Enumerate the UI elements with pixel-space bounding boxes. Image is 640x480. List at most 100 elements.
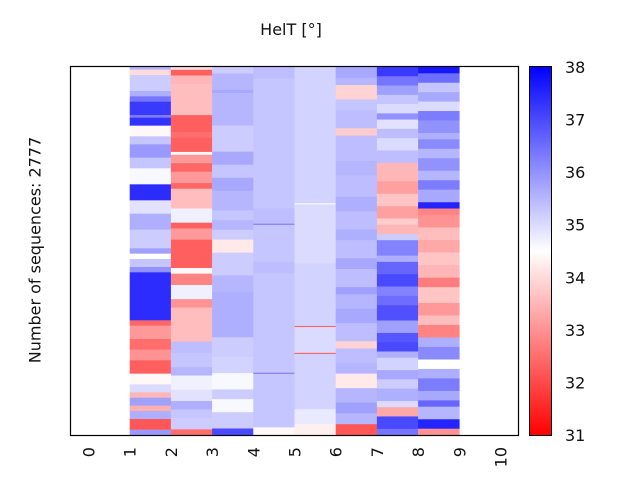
heatmap-cell [129,253,172,260]
heatmap-cell [212,252,254,276]
heatmap-cell [418,170,460,181]
x-tick-label: 6 [327,447,346,457]
heatmap-cell [418,378,460,392]
heatmap-cell [376,407,419,417]
x-tick-label: 0 [80,447,99,457]
heatmap-cell [212,177,254,192]
heatmap-cell [170,401,213,410]
heatmap-cell [376,224,419,235]
heatmap-cell [129,75,172,92]
heatmap-cell [376,181,419,195]
heatmap-cell [170,69,213,76]
heatmap-cell [212,373,254,390]
heatmap-cell [335,348,378,364]
heatmap-cell [376,138,419,151]
heatmap-cell [253,427,295,436]
heatmap-cell [418,227,460,241]
heatmap-cell [335,99,378,111]
heatmap-cell [212,164,254,179]
heatmap-cell [129,91,172,97]
heatmap-cell [129,125,172,137]
heatmap-cell [335,211,378,230]
heatmap-cell [170,132,213,139]
heatmap-cell [212,337,254,358]
heatmap-cell [376,332,419,343]
heatmap-cell [212,356,254,374]
heatmap-cell [129,69,172,76]
heatmap-cell [129,419,172,430]
heatmap-cell [418,277,460,288]
colorbar-tick-label: 33 [565,321,585,340]
colorbar-tick-label: 34 [565,268,585,287]
heatmap-cell [129,144,172,158]
heatmap-cell [253,373,295,428]
heatmap-cell [170,95,213,107]
heatmap-cell [335,388,378,403]
heatmap-cell [335,294,378,310]
heatmap-cell [376,128,419,139]
heatmap-cell [170,418,213,430]
x-tick-label: 1 [121,447,140,457]
heatmap-cell [376,342,419,352]
heatmap-cell [418,73,460,84]
heatmap-cell [418,208,460,216]
heatmap-cell [129,213,172,230]
heatmap-cell [294,67,336,204]
heatmap-cell [129,248,172,254]
heatmap-cell [129,184,172,201]
heatmap-cell [376,261,419,275]
heatmap-cell [335,175,378,198]
heatmap-cell [335,240,378,259]
x-tick-label: 8 [409,447,428,457]
heatmap-cell [253,67,295,79]
heatmap-cell [418,419,460,430]
heatmap-cell [376,85,419,96]
heatmap-cell [212,210,254,221]
heatmap-cell [335,77,378,86]
heatmap-cell [212,239,254,253]
heatmap-cell [170,273,213,286]
heatmap-cell [170,208,213,223]
heatmap-cell [376,400,419,408]
heatmap-cell [376,67,419,77]
x-tick-label: 2 [162,447,181,457]
heatmap-cell [418,252,460,266]
heatmap-cell [418,324,460,338]
heatmap-cell [418,287,460,304]
heatmap-cell [335,135,378,162]
heatmap-cell [129,392,172,398]
heatmap-cell [129,320,172,326]
heatmap-cell [212,93,254,117]
heatmap-cell [335,160,378,176]
heatmap-cell [253,273,295,289]
heatmap-cell [212,220,254,231]
heatmap-cell [129,67,172,70]
heatmap-cell [376,286,419,297]
heatmap-cell [418,158,460,172]
heatmap-cell [212,389,254,400]
heatmap-cell [294,203,336,205]
x-tick-label: 7 [368,447,387,457]
heatmap-cell [418,133,460,140]
heatmap-cell [335,341,378,349]
heatmap-cell [376,379,419,389]
heatmap-cell [294,327,336,354]
heatmap-cell [376,274,419,287]
colorbar-tick-label: 35 [565,216,585,235]
heatmap-cell [418,390,460,401]
heatmap-cell [418,139,460,150]
heatmap-cell [335,269,378,288]
heatmap-cell [170,239,213,249]
heatmap-cell [170,222,213,229]
heatmap-cell [253,208,295,224]
x-tick-label: 3 [203,447,222,457]
heatmap-cell [335,373,378,389]
colorbar-tick-label: 32 [565,373,585,392]
heatmap-cell [376,240,419,256]
heatmap-cell [212,428,254,436]
heatmap-cell [418,189,460,203]
heatmap-cell [170,389,213,402]
heatmap-cell [129,157,172,169]
heatmap-cell [376,370,419,380]
